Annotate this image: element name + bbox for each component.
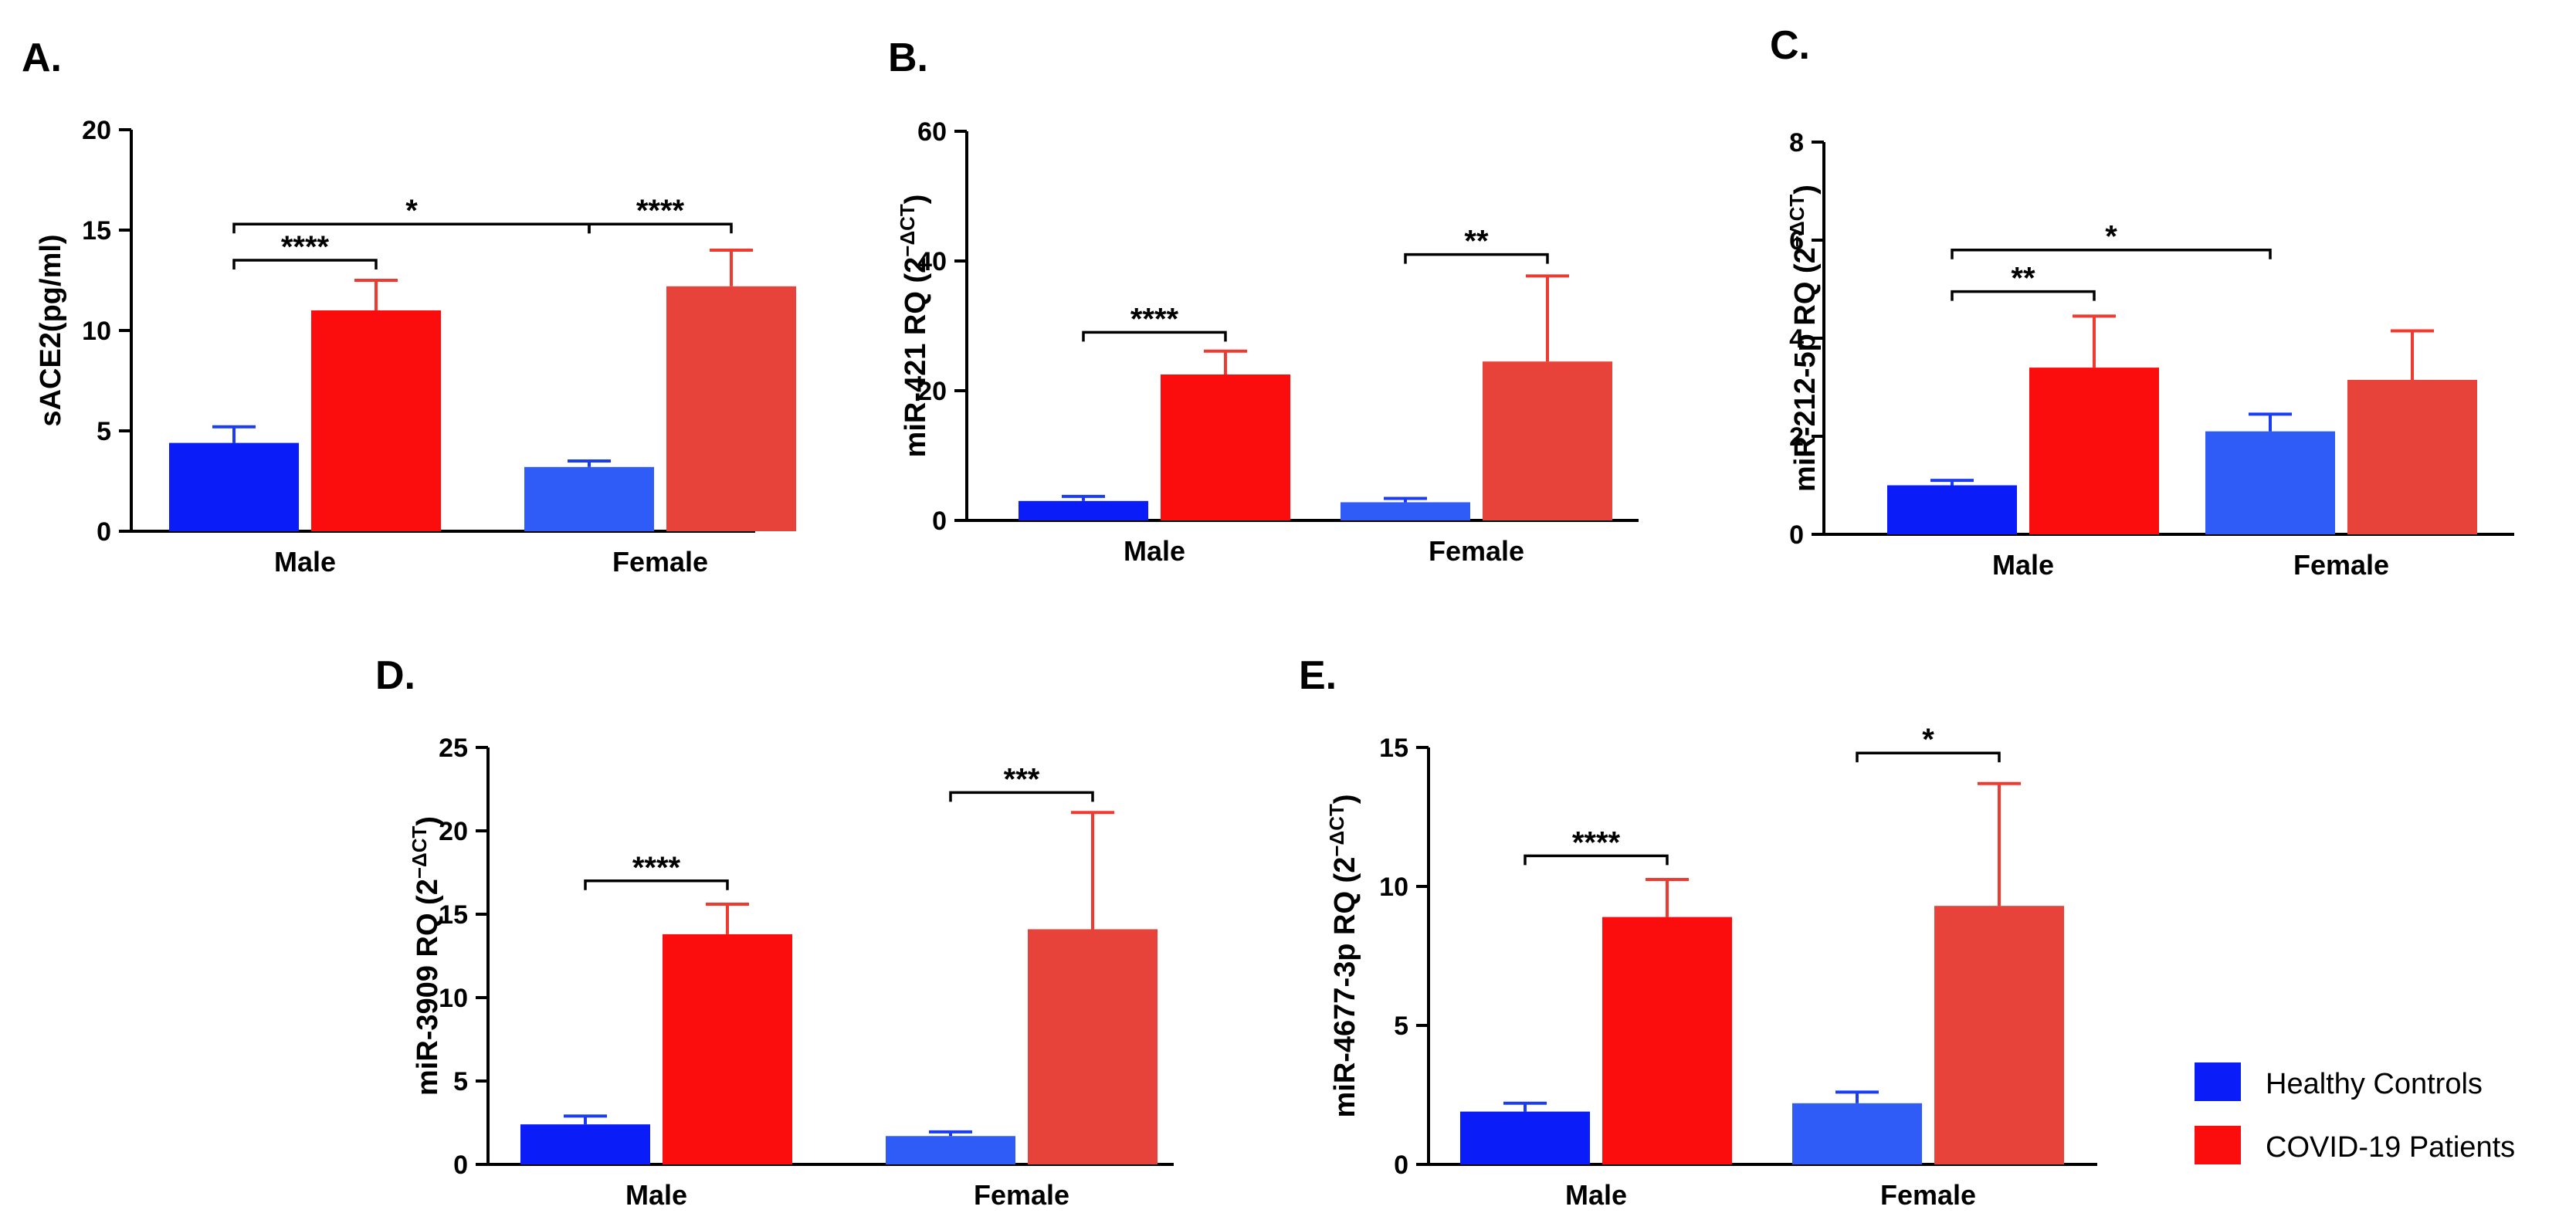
bar-male-healthy-controls — [520, 1124, 650, 1164]
y-tick-label: 20 — [82, 116, 111, 145]
bar-male-healthy-controls — [1019, 500, 1148, 520]
y-tick-label: 6 — [1789, 226, 1804, 256]
panel-e: E. 0 5 10 15 miR-4677-3p RQ (2−ΔCT) Male Female… — [1299, 653, 2097, 1211]
y-tick-label: 15 — [82, 216, 111, 246]
y-tick-label: 5 — [453, 1067, 468, 1096]
y-tick-label: 8 — [1789, 128, 1804, 158]
bar-male-healthy-controls — [1887, 485, 2017, 534]
bar-female-healthy-controls — [1341, 502, 1470, 520]
legend: Healthy Controls COVID-19 Patients — [2195, 1062, 2515, 1164]
x-category-label: Male — [625, 1179, 687, 1211]
y-tick-label: 0 — [1789, 520, 1804, 550]
significance-bracket — [584, 879, 729, 890]
significance-label: * — [2105, 220, 2117, 254]
bar-male-covid-patients — [1602, 917, 1732, 1164]
y-tick-label: 0 — [453, 1151, 468, 1180]
x-category-label: Male — [274, 546, 336, 578]
significance-bracket — [1082, 330, 1227, 342]
panel-label: E. — [1299, 653, 1337, 698]
y-tick-label: 40 — [917, 247, 947, 276]
y-axis-label: miR-212-5p RQ (2−ΔCT) — [1785, 185, 1822, 492]
significance-label: **** — [281, 230, 330, 264]
y-tick-label: 0 — [97, 517, 111, 547]
significance-bracket — [1404, 252, 1549, 264]
y-axis-label: miR-3909 RQ (2−ΔCT) — [408, 816, 444, 1096]
bar-male-covid-patients — [311, 310, 441, 531]
significance-bracket — [232, 259, 378, 269]
significance-bracket — [1524, 854, 1669, 866]
y-axis-label: miR-421 RQ (2−ΔCT) — [896, 195, 932, 458]
bar-female-healthy-controls — [2205, 431, 2335, 534]
y-tick-label: 2 — [1789, 422, 1804, 452]
bar-male-covid-patients — [663, 934, 792, 1164]
y-tick-label: 0 — [932, 507, 947, 536]
x-category-label: Female — [1429, 535, 1524, 567]
panel-label: A. — [22, 36, 62, 80]
panel-label: C. — [1770, 23, 1810, 68]
y-axis-label: sACE2(pg/ml) — [35, 234, 67, 426]
significance-label: ** — [2011, 262, 2035, 296]
x-category-label: Female — [974, 1179, 1069, 1211]
bar-female-covid-patients — [2347, 379, 2477, 534]
significance-label: **** — [1130, 302, 1179, 336]
significance-label: * — [405, 194, 418, 228]
y-tick-label: 25 — [439, 734, 468, 763]
y-tick-label: 20 — [439, 817, 468, 846]
y-tick-label: 15 — [1379, 734, 1408, 763]
y-tick-label: 15 — [439, 900, 468, 930]
y-tick-label: 5 — [97, 417, 111, 446]
x-category-label: Male — [1124, 535, 1185, 567]
y-tick-label: 0 — [1394, 1151, 1408, 1180]
significance-label: * — [1922, 723, 1934, 757]
significance-label: *** — [1004, 762, 1040, 796]
bar-male-covid-patients — [1161, 374, 1290, 520]
y-tick-label: 60 — [917, 117, 947, 147]
panel-label: B. — [888, 36, 928, 80]
significance-bracket — [1856, 751, 2001, 763]
x-category-label: Male — [1565, 1179, 1627, 1211]
x-category-label: Female — [2293, 549, 2389, 581]
bar-female-healthy-controls — [1792, 1103, 1922, 1164]
bar-female-covid-patients — [1934, 906, 2064, 1164]
bar-male-healthy-controls — [1460, 1111, 1590, 1164]
significance-label: **** — [636, 194, 685, 228]
bar-male-healthy-controls — [169, 442, 299, 531]
significance-label: ** — [1464, 225, 1489, 259]
x-category-label: Female — [612, 546, 708, 578]
significance-label: **** — [1572, 825, 1621, 859]
legend-label-covid-patients: COVID-19 Patients — [2266, 1131, 2515, 1164]
panel-label: D. — [375, 653, 415, 698]
x-category-label: Female — [1880, 1179, 1976, 1211]
bar-female-covid-patients — [1028, 929, 1158, 1164]
x-category-label: Male — [1992, 549, 2054, 581]
y-tick-label: 10 — [1379, 873, 1408, 902]
bar-female-healthy-controls — [886, 1136, 1015, 1164]
significance-label: **** — [632, 851, 681, 885]
significance-bracket — [1951, 290, 2096, 301]
y-tick-label: 10 — [439, 984, 468, 1013]
panel-d: D. 0 5 10 15 20 25 miR-3909 RQ (2−ΔCT) Male Femal… — [375, 653, 1174, 1211]
significance-bracket — [949, 791, 1094, 802]
legend-label-healthy-controls: Healthy Controls — [2266, 1068, 2483, 1100]
bar-female-healthy-controls — [524, 466, 654, 531]
y-tick-label: 4 — [1789, 324, 1804, 354]
bar-female-covid-patients — [1483, 361, 1612, 520]
significance-bracket — [588, 222, 733, 234]
y-axis-label: miR-4677-3p RQ (2−ΔCT) — [1325, 794, 1361, 1117]
y-tick-label: 10 — [82, 317, 111, 346]
significance-bracket — [1951, 248, 2272, 259]
bar-male-covid-patients — [2029, 368, 2159, 534]
y-tick-label: 5 — [1394, 1012, 1408, 1041]
legend-swatch-healthy-controls — [2195, 1062, 2241, 1101]
bar-female-covid-patients — [666, 286, 796, 531]
y-tick-label: 20 — [917, 377, 947, 406]
legend-swatch-covid-patients — [2195, 1126, 2241, 1164]
